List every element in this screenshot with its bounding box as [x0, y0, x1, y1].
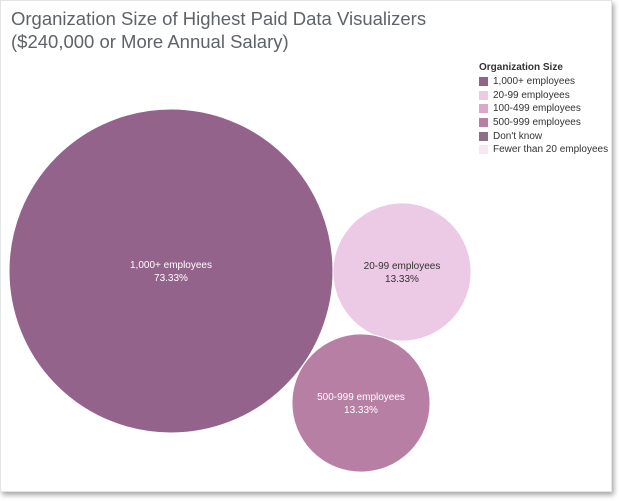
- legend-swatch: [479, 90, 488, 100]
- legend-label: 20-99 employees: [493, 89, 570, 101]
- legend-item: 500-999 employees: [479, 116, 608, 130]
- chart-title-line-1: Organization Size of Highest Paid Data V…: [11, 8, 427, 29]
- legend-item: 20-99 employees: [479, 89, 608, 103]
- bubble-value-label: 13.33%: [344, 405, 378, 416]
- legend: Organization Size 1,000+ employees 20-99 …: [479, 61, 608, 157]
- legend-swatch: [479, 104, 488, 114]
- legend-swatch: [479, 77, 488, 87]
- legend-items: 1,000+ employees 20-99 employees 100-499 e…: [479, 75, 608, 157]
- legend-item: 100-499 employees: [479, 102, 608, 116]
- bubble-circle[interactable]: [8, 108, 334, 434]
- chart-title: Organization Size of Highest Paid Data V…: [11, 7, 426, 53]
- legend-swatch: [479, 145, 488, 155]
- bubble-value-label: 13.33%: [385, 274, 419, 285]
- legend-label: Don't know: [493, 130, 543, 142]
- bubble-circle[interactable]: [291, 333, 431, 473]
- legend-label: Fewer than 20 employees: [493, 144, 609, 156]
- legend-item: Fewer than 20 employees: [479, 143, 608, 157]
- bubble-label: 20-99 employees: [364, 261, 441, 272]
- legend-label: 100-499 employees: [493, 103, 581, 115]
- bubble[interactable]: 20-99 employees 13.33%: [332, 202, 472, 342]
- bubble-chart: 1,000+ employees 73.33% 20-99 employees 13.…: [8, 108, 472, 473]
- bubble-circle[interactable]: [332, 202, 472, 342]
- bubble-value-label: 73.33%: [154, 273, 188, 284]
- bubble[interactable]: 500-999 employees 13.33%: [291, 333, 431, 473]
- chart-title-line-2: ($240,000 or More Annual Salary): [11, 31, 289, 52]
- legend-swatch: [479, 118, 488, 128]
- bubble-label: 500-999 employees: [317, 392, 405, 403]
- bubble-label: 1,000+ employees: [130, 260, 212, 271]
- legend-label: 500-999 employees: [493, 117, 581, 129]
- bubble[interactable]: 1,000+ employees 73.33%: [8, 108, 334, 434]
- legend-swatch: [479, 131, 488, 141]
- legend-item: Don't know: [479, 129, 608, 143]
- legend-label: 1,000+ employees: [493, 76, 576, 88]
- legend-title: Organization Size: [479, 62, 563, 73]
- legend-item: 1,000+ employees: [479, 75, 608, 89]
- chart-frame: Organization Size of Highest Paid Data V…: [0, 0, 612, 492]
